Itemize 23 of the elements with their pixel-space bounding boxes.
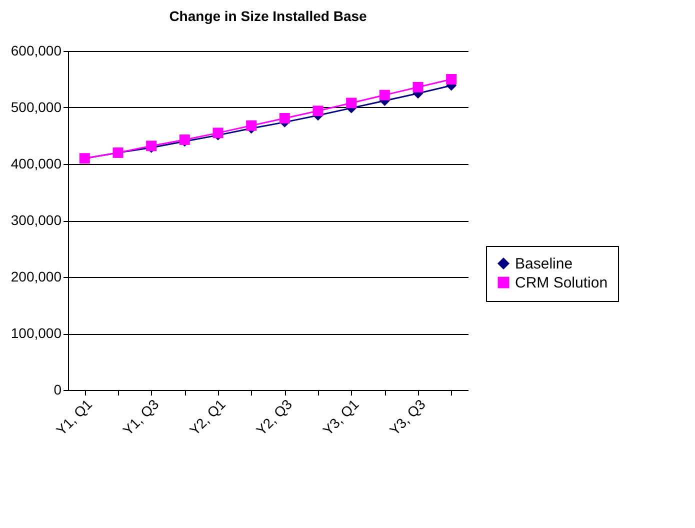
x-tick-label: Y1, Q3 (120, 396, 162, 438)
y-tick-label: 500,000 (10, 99, 62, 115)
point (446, 74, 457, 84)
legend-label: Baseline (515, 256, 573, 272)
x-tick-label: Y3, Q1 (320, 396, 362, 438)
point (412, 82, 424, 92)
y-tick-label: 0 (54, 382, 62, 398)
y-tick-label: 100,000 (10, 325, 62, 341)
x-tick-label: Y2, Q3 (252, 396, 296, 438)
y-tick-label: 300,000 (10, 212, 62, 228)
x-tick-label: Y1, Q1 (52, 396, 96, 438)
point (246, 120, 257, 131)
x-tick-label: Y2, Q1 (186, 396, 229, 438)
y-tick-label: 400,000 (10, 156, 62, 172)
x-tick-label: Y3, Q3 (386, 396, 429, 438)
point (346, 98, 357, 108)
y-tick-label: 600,000 (10, 42, 62, 58)
point (379, 90, 390, 100)
point (279, 112, 290, 124)
point (312, 106, 324, 116)
legend-label: CRM Solution (515, 274, 608, 292)
chart-title: Change in Size Installed Base (169, 8, 368, 24)
y-tick-label: 200,000 (10, 268, 62, 284)
